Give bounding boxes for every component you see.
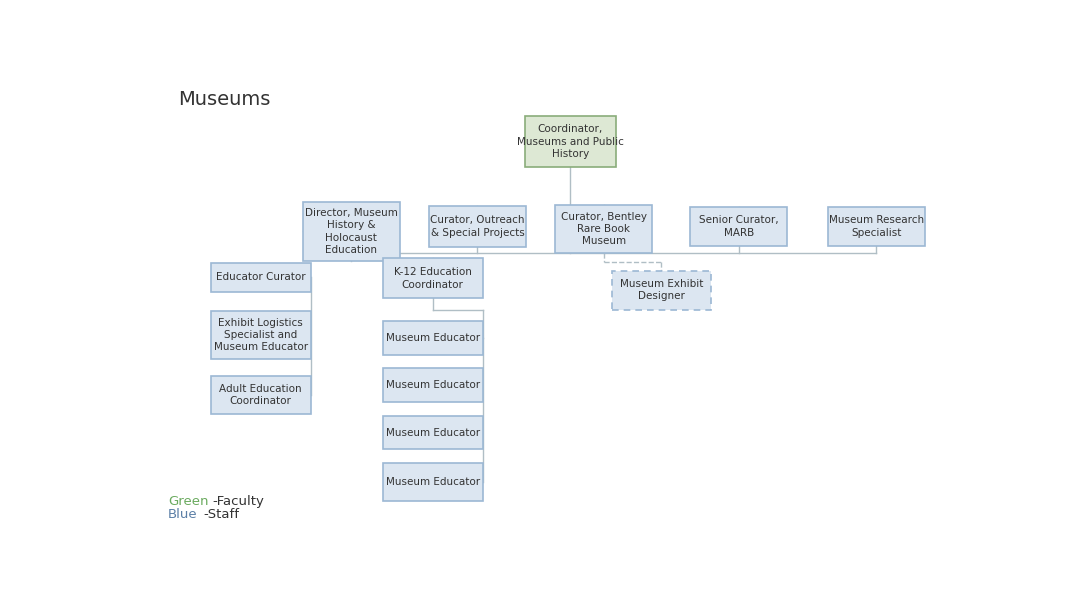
Text: Curator, Outreach
& Special Projects: Curator, Outreach & Special Projects — [430, 215, 524, 238]
FancyBboxPatch shape — [691, 207, 788, 246]
Text: Director, Museum
History &
Holocaust
Education: Director, Museum History & Holocaust Edu… — [305, 207, 397, 255]
Text: Blue: Blue — [168, 509, 198, 521]
Text: -Staff: -Staff — [203, 509, 239, 521]
Text: Exhibit Logistics
Specialist and
Museum Educator: Exhibit Logistics Specialist and Museum … — [213, 318, 308, 353]
FancyBboxPatch shape — [383, 258, 483, 299]
Text: Senior Curator,
MARB: Senior Curator, MARB — [700, 215, 779, 238]
Text: Educator Curator: Educator Curator — [217, 272, 306, 283]
Text: Museums: Museums — [178, 90, 271, 109]
Text: Museum Educator: Museum Educator — [386, 477, 480, 487]
Text: -Faculty: -Faculty — [212, 495, 263, 508]
Text: Green: Green — [168, 495, 209, 508]
FancyBboxPatch shape — [429, 206, 526, 247]
Text: Coordinator,
Museums and Public
History: Coordinator, Museums and Public History — [517, 124, 623, 159]
FancyBboxPatch shape — [211, 263, 310, 292]
FancyBboxPatch shape — [611, 271, 712, 310]
FancyBboxPatch shape — [828, 207, 925, 246]
Text: K-12 Education
Coordinator: K-12 Education Coordinator — [394, 267, 472, 289]
Text: Museum Educator: Museum Educator — [386, 428, 480, 438]
Text: Curator, Bentley
Rare Book
Museum: Curator, Bentley Rare Book Museum — [561, 212, 647, 247]
FancyBboxPatch shape — [383, 368, 483, 402]
Text: Museum Research
Specialist: Museum Research Specialist — [829, 215, 924, 238]
FancyBboxPatch shape — [383, 463, 483, 501]
FancyBboxPatch shape — [524, 116, 616, 167]
FancyBboxPatch shape — [211, 376, 310, 414]
Text: Museum Educator: Museum Educator — [386, 381, 480, 390]
FancyBboxPatch shape — [556, 206, 653, 253]
FancyBboxPatch shape — [211, 312, 310, 359]
Text: Museum Exhibit
Designer: Museum Exhibit Designer — [620, 279, 703, 302]
Text: Adult Education
Coordinator: Adult Education Coordinator — [220, 384, 302, 406]
FancyBboxPatch shape — [383, 416, 483, 449]
Text: Museum Educator: Museum Educator — [386, 334, 480, 343]
FancyBboxPatch shape — [383, 321, 483, 355]
FancyBboxPatch shape — [302, 202, 399, 261]
